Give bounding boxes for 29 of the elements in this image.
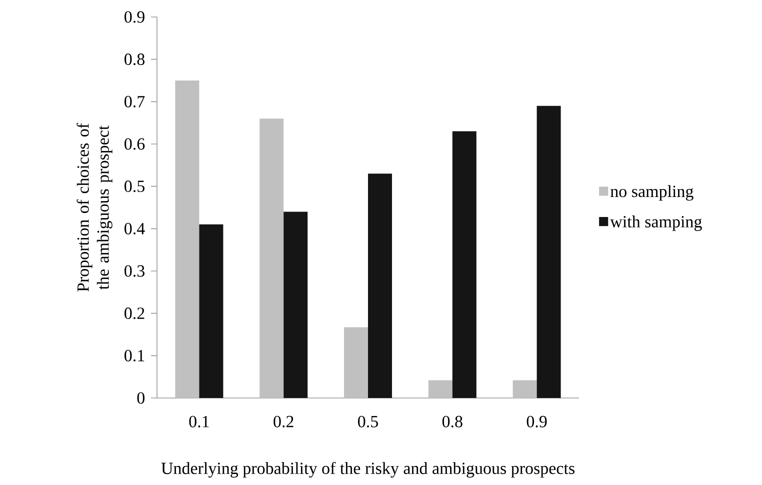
bar bbox=[344, 327, 368, 398]
y-tick-label: 0.5 bbox=[124, 180, 144, 192]
bar bbox=[368, 174, 392, 398]
legend-label: with samping bbox=[610, 215, 702, 231]
bar bbox=[284, 212, 308, 398]
x-tick-label: 0.5 bbox=[358, 416, 378, 428]
y-tick-label: 0.6 bbox=[124, 138, 145, 150]
x-axis-title: Underlying probability of the risky and ambiguous prospects bbox=[161, 462, 574, 478]
y-tick-label: 0.2 bbox=[124, 308, 144, 320]
y-tick-label: 0.1 bbox=[124, 350, 144, 362]
x-tick-label: 0.8 bbox=[442, 416, 462, 428]
bar bbox=[199, 224, 224, 398]
y-tick-label: 0.7 bbox=[124, 96, 145, 108]
bar bbox=[260, 118, 284, 398]
y-tick-label: 0.3 bbox=[124, 265, 144, 277]
x-tick-label: 0.1 bbox=[189, 416, 209, 428]
y-tick-label: 0 bbox=[137, 392, 144, 404]
bar bbox=[175, 80, 200, 398]
bar bbox=[428, 380, 452, 398]
y-tick-label: 0.8 bbox=[124, 54, 144, 66]
x-tick-label: 0.2 bbox=[274, 416, 294, 428]
bar bbox=[452, 131, 476, 398]
x-tick-label: 0.9 bbox=[526, 416, 547, 428]
y-tick-label: 0.4 bbox=[124, 222, 145, 234]
bar bbox=[536, 106, 561, 398]
y-axis-title: Proportion of choices of the ambiguous prospect bbox=[76, 123, 112, 292]
bar bbox=[512, 380, 537, 398]
legend-label: no sampling bbox=[610, 185, 694, 201]
y-tick-label: 0.9 bbox=[124, 11, 144, 23]
